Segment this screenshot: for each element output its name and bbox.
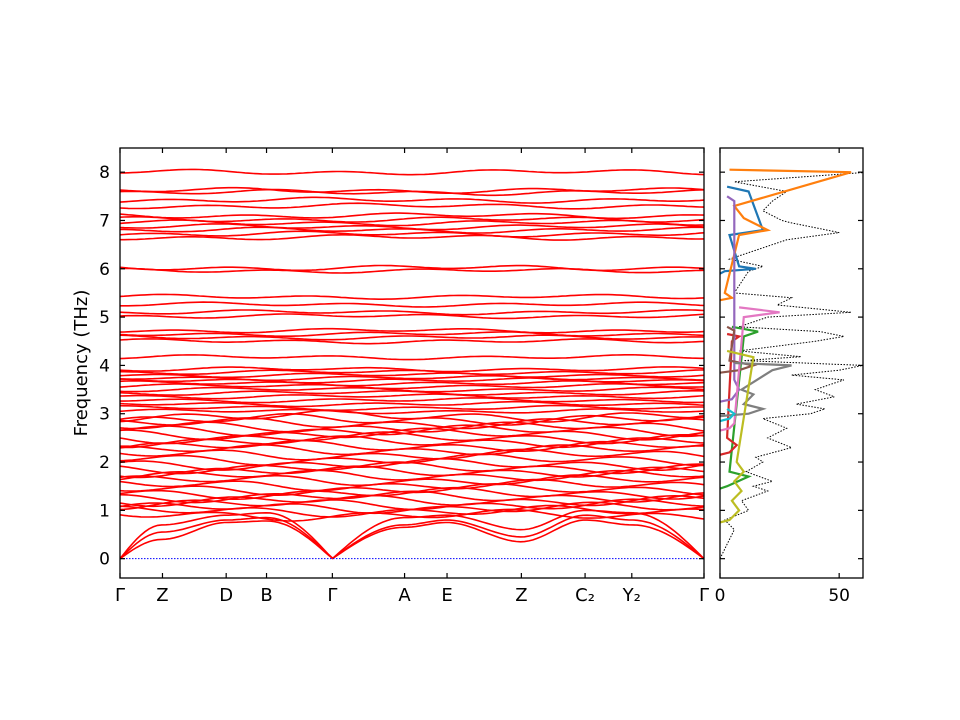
- optical-band: [120, 186, 704, 194]
- dos-panel: 0 50: [715, 147, 864, 606]
- optical-band: [120, 431, 704, 445]
- optical-band: [120, 494, 704, 508]
- kpoint-label: B: [260, 585, 272, 606]
- acoustic-branch: [120, 519, 704, 560]
- projected-dos-line: [720, 407, 737, 423]
- kpoint-label: E: [441, 585, 452, 606]
- dos-x-tick-label: 50: [828, 586, 850, 606]
- band-structure-panel: 0 1 2 3 4 5 6 7 8 Γ Z D B Γ A E Z C₂ Y₂ Γ Frequency (THz): [71, 147, 709, 606]
- optical-band: [120, 413, 704, 426]
- dos-plot-frame: [719, 147, 864, 579]
- kpoint-label: A: [398, 585, 411, 606]
- optical-band: [120, 408, 704, 415]
- optical-band: [120, 397, 704, 404]
- y-tick-label: 2: [99, 453, 110, 473]
- optical-band: [120, 443, 704, 456]
- optical-band: [120, 504, 704, 518]
- optical-band: [120, 196, 704, 204]
- y-tick-label: 3: [99, 405, 110, 425]
- optical-band: [120, 223, 704, 231]
- y-tick-label: 6: [99, 260, 110, 280]
- optical-band: [120, 417, 704, 430]
- optical-band: [120, 264, 704, 272]
- optical-band: [120, 309, 704, 316]
- kpoint-label: Z: [156, 585, 168, 606]
- band-axis-ticks: 0 1 2 3 4 5 6 7 8 Γ Z D B Γ A E Z C₂ Y₂ Γ: [99, 148, 709, 606]
- optical-band: [120, 354, 704, 361]
- optical-band: [120, 386, 704, 393]
- projected-dos-line: [720, 168, 852, 302]
- acoustic-branch: [120, 509, 704, 560]
- optical-band: [120, 366, 704, 373]
- dos-x-tick-label: 0: [715, 586, 726, 606]
- kpoint-label: Y₂: [622, 585, 641, 606]
- y-tick-label: 1: [99, 501, 110, 521]
- optical-band: [120, 338, 704, 345]
- kpoint-label: Γ: [327, 585, 337, 606]
- projected-dos-line: [720, 325, 759, 490]
- optical-band: [120, 234, 704, 241]
- optical-band: [120, 293, 704, 300]
- optical-band: [120, 448, 704, 461]
- projected-dos-line: [720, 349, 755, 524]
- dos-lines: [720, 168, 863, 559]
- projected-dos-line: [720, 361, 792, 418]
- kpoint-label: Γ: [115, 585, 125, 606]
- optical-band: [120, 372, 704, 379]
- optical-band: [120, 313, 704, 320]
- total-dos-line: [720, 172, 863, 559]
- optical-band: [120, 465, 704, 479]
- y-tick-label: 7: [99, 211, 110, 231]
- optical-band: [120, 474, 704, 487]
- optical-band: [120, 377, 704, 384]
- projected-dos-line: [720, 332, 742, 456]
- optical-band: [120, 334, 704, 341]
- y-tick-label: 8: [99, 163, 110, 183]
- optical-band: [120, 424, 704, 438]
- optical-band: [120, 400, 704, 408]
- optical-band: [120, 439, 704, 452]
- projected-dos-line: [720, 306, 780, 432]
- optical-band: [120, 331, 704, 337]
- kpoint-label: Γ: [699, 585, 709, 606]
- kpoint-label: C₂: [575, 585, 595, 606]
- optical-band: [120, 404, 704, 412]
- band-plot-frame: [119, 147, 705, 579]
- kpoint-label: Z: [515, 585, 527, 606]
- optical-band: [120, 421, 704, 433]
- optical-band: [120, 478, 704, 492]
- optical-band: [120, 393, 704, 400]
- y-tick-label: 5: [99, 308, 110, 328]
- optical-band: [120, 461, 704, 475]
- band-lines: [120, 168, 704, 560]
- y-tick-label: 0: [99, 550, 110, 570]
- optical-band: [120, 327, 704, 334]
- acoustic-branch: [120, 514, 704, 560]
- optical-band: [120, 212, 704, 220]
- optical-band: [120, 202, 704, 210]
- y-tick-label: 4: [99, 356, 110, 376]
- dos-axis-ticks: 0 50: [715, 148, 863, 606]
- y-axis-label: Frequency (THz): [71, 290, 92, 437]
- optical-band: [120, 301, 704, 308]
- optical-band: [120, 230, 704, 238]
- optical-band: [120, 168, 704, 176]
- optical-band: [120, 383, 704, 390]
- kpoint-label: D: [219, 585, 233, 606]
